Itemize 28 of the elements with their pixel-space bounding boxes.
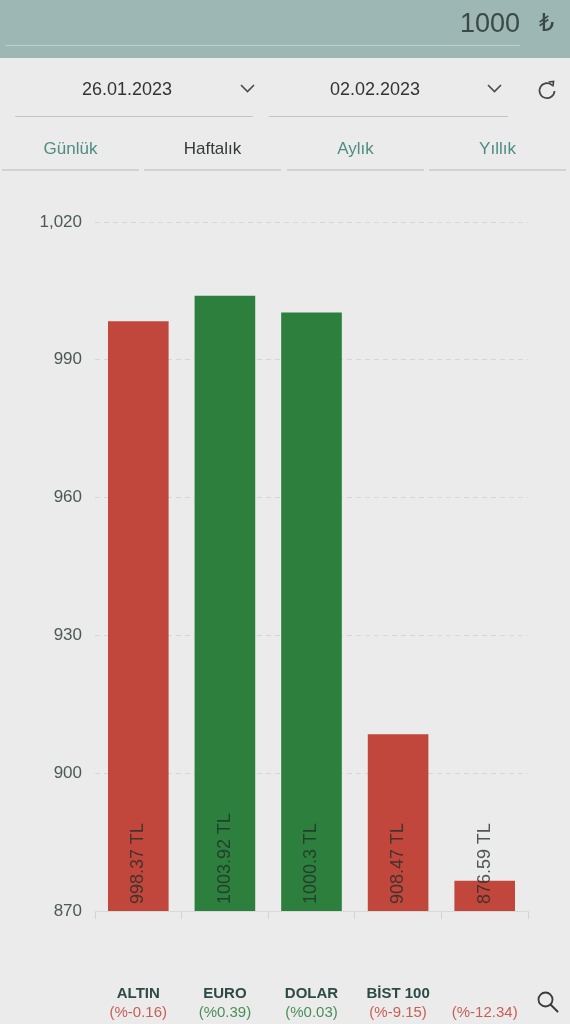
text: (%-9.15) [369, 1003, 427, 1021]
tab: Yıllık [429, 132, 566, 171]
y-tick-label: 870 [53, 900, 82, 920]
data-label: 1003.92 TL [213, 813, 234, 904]
x-tick-label: ALTIN [116, 984, 160, 1002]
date-field: 02.02.2023 [269, 70, 508, 117]
y-tick-label: 990 [53, 349, 82, 369]
date-field: 26.01.2023 [15, 70, 253, 117]
text: ₺ [539, 8, 555, 38]
y-tick-label: 1,020 [39, 211, 82, 231]
text: (%-12.34) [451, 1003, 518, 1021]
tab: Günlük [2, 132, 139, 171]
text: (%-0.16) [109, 1003, 168, 1021]
data-label: 998.37 TL [127, 823, 148, 904]
data-label: 876.59 TL [473, 823, 494, 904]
tab: Aylık [287, 132, 424, 171]
text: 1000 [459, 7, 520, 39]
text: (%0.03) [285, 1003, 338, 1021]
data-label: 908.47 TL [387, 823, 408, 904]
text: (%0.39) [198, 1003, 252, 1021]
y-tick-label: 900 [53, 762, 82, 782]
x-tick-label: EURO [203, 984, 247, 1002]
x-tick-label: DOLAR [284, 984, 339, 1002]
tab: Haftalık [144, 132, 281, 171]
y-tick-label: 930 [53, 625, 82, 645]
data-label: 1000.3 TL [300, 823, 321, 904]
x-tick-label: BİST 100 [366, 984, 430, 1002]
y-tick-label: 960 [53, 487, 82, 507]
